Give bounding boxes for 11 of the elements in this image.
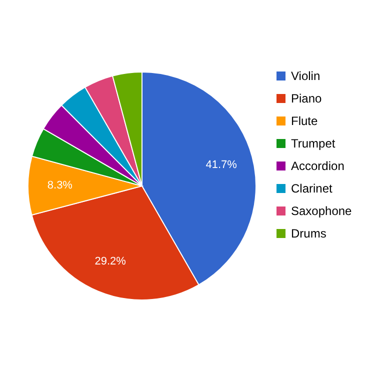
legend-label: Piano (291, 92, 322, 106)
data-label: 29.2% (94, 256, 126, 268)
legend-label: Saxophone (291, 204, 352, 218)
legend-label: Drums (291, 226, 326, 240)
legend-label: Flute (291, 114, 318, 128)
data-label: 8.3% (47, 180, 73, 192)
legend-label: Accordion (291, 159, 344, 173)
legend-label: Trumpet (291, 136, 336, 150)
data-label: 41.7% (206, 158, 238, 171)
legend-label: Clarinet (291, 182, 334, 196)
legend-label: Violin (291, 69, 320, 83)
